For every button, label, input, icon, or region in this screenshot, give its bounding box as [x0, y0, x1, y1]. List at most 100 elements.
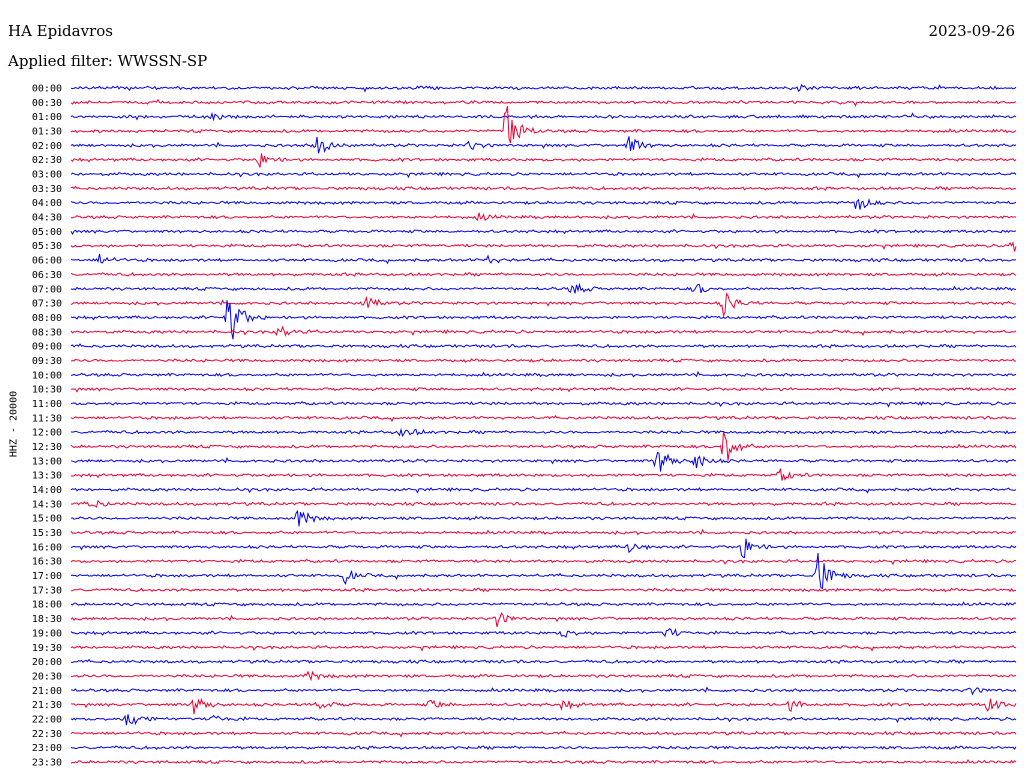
trace-line [70, 427, 1017, 438]
trace-line [70, 670, 1017, 682]
time-tick-label: 11:30 [32, 413, 62, 424]
time-tick-label: 05:30 [32, 241, 62, 252]
trace-line [70, 153, 1017, 168]
trace-line [70, 136, 1017, 154]
trace-line [70, 686, 1017, 696]
trace-line [70, 601, 1017, 607]
time-tick-label: 03:00 [32, 170, 62, 181]
time-tick-label: 15:30 [32, 528, 62, 539]
time-tick-label: 04:30 [32, 213, 62, 224]
trace-line [70, 509, 1017, 527]
trace-line [70, 300, 1017, 340]
time-tick-label: 00:30 [32, 98, 62, 109]
trace-line [70, 730, 1017, 738]
time-tick-label: 13:30 [32, 471, 62, 482]
time-tick-label: 20:30 [32, 671, 62, 682]
time-tick-label: 16:00 [32, 542, 62, 553]
trace-line [70, 587, 1017, 593]
trace-line [70, 185, 1017, 191]
trace-line [70, 386, 1017, 393]
trace-line [70, 451, 1017, 472]
time-tick-label: 21:00 [32, 686, 62, 697]
trace-line [70, 198, 1017, 210]
trace-line [70, 241, 1017, 252]
time-tick-label: 19:30 [32, 643, 62, 654]
time-tick-label: 16:30 [32, 557, 62, 568]
trace-line [70, 343, 1017, 349]
trace-line [70, 111, 1017, 122]
time-tick-label: 01:30 [32, 127, 62, 138]
trace-line [70, 432, 1017, 461]
time-tick-label: 23:00 [32, 743, 62, 754]
trace-line [70, 759, 1017, 765]
time-tick-label: 00:00 [32, 84, 62, 95]
trace-line [70, 292, 1017, 318]
trace-line [70, 414, 1017, 423]
date-label: 2023-09-26 [928, 22, 1015, 40]
trace-line [70, 253, 1017, 265]
trace-line [70, 745, 1017, 751]
station-title: HA Epidavros [8, 22, 113, 40]
trace-line [70, 212, 1017, 222]
trace-line [70, 558, 1017, 566]
trace-line [70, 658, 1017, 665]
time-tick-label: 18:00 [32, 600, 62, 611]
time-tick-label: 22:30 [32, 729, 62, 740]
time-tick-label: 14:00 [32, 485, 62, 496]
trace-line [70, 83, 1017, 93]
trace-line [70, 325, 1017, 337]
time-tick-label: 14:30 [32, 499, 62, 510]
time-tick-label: 08:00 [32, 313, 62, 324]
time-tick-label: 09:00 [32, 342, 62, 353]
trace-line [70, 697, 1017, 715]
time-tick-label: 01:00 [32, 112, 62, 123]
time-tick-label: 02:30 [32, 155, 62, 166]
time-tick-label: 18:30 [32, 614, 62, 625]
time-tick-label: 20:00 [32, 657, 62, 668]
time-tick-label: 12:30 [32, 442, 62, 453]
time-tick-label: 17:00 [32, 571, 62, 582]
trace-line [70, 370, 1017, 378]
filter-label: Applied filter: WWSSN-SP [8, 52, 208, 70]
trace-line [70, 228, 1017, 236]
trace-line [70, 552, 1016, 589]
time-tick-label: 05:00 [32, 227, 62, 238]
time-tick-label: 06:30 [32, 270, 62, 281]
trace-line [70, 358, 1017, 363]
time-tick-label: 10:30 [32, 385, 62, 396]
trace-line [70, 628, 1017, 638]
trace-line [70, 171, 1017, 179]
trace-line [70, 644, 1017, 652]
time-tick-label: 23:30 [32, 757, 62, 768]
time-tick-label: 17:30 [32, 585, 62, 596]
time-tick-label: 13:00 [32, 456, 62, 467]
time-tick-label: 04:00 [32, 198, 62, 209]
time-tick-label: 22:00 [32, 714, 62, 725]
time-tick-label: 08:30 [32, 327, 62, 338]
trace-line [70, 106, 1017, 144]
trace-line [70, 487, 1017, 494]
trace-line [70, 499, 1017, 508]
trace-line [70, 538, 1017, 559]
time-tick-label: 21:30 [32, 700, 62, 711]
time-tick-label: 15:00 [32, 514, 62, 525]
trace-line [70, 400, 1017, 408]
time-tick-label: 19:00 [32, 628, 62, 639]
time-tick-label: 10:00 [32, 370, 62, 381]
trace-line [70, 528, 1017, 536]
time-tick-label: 07:30 [32, 299, 62, 310]
time-tick-label: 12:00 [32, 428, 62, 439]
time-tick-label: 07:00 [32, 284, 62, 295]
trace-line [70, 468, 1017, 481]
trace-line [70, 272, 1017, 277]
time-tick-label: 06:00 [32, 256, 62, 267]
trace-line [70, 98, 1017, 107]
trace-line [70, 714, 1017, 726]
time-tick-label: 02:00 [32, 141, 62, 152]
trace-line [70, 282, 1017, 294]
time-tick-label: 03:30 [32, 184, 62, 195]
time-tick-label: 09:30 [32, 356, 62, 367]
time-tick-label: 11:00 [32, 399, 62, 410]
trace-line [70, 612, 1017, 628]
